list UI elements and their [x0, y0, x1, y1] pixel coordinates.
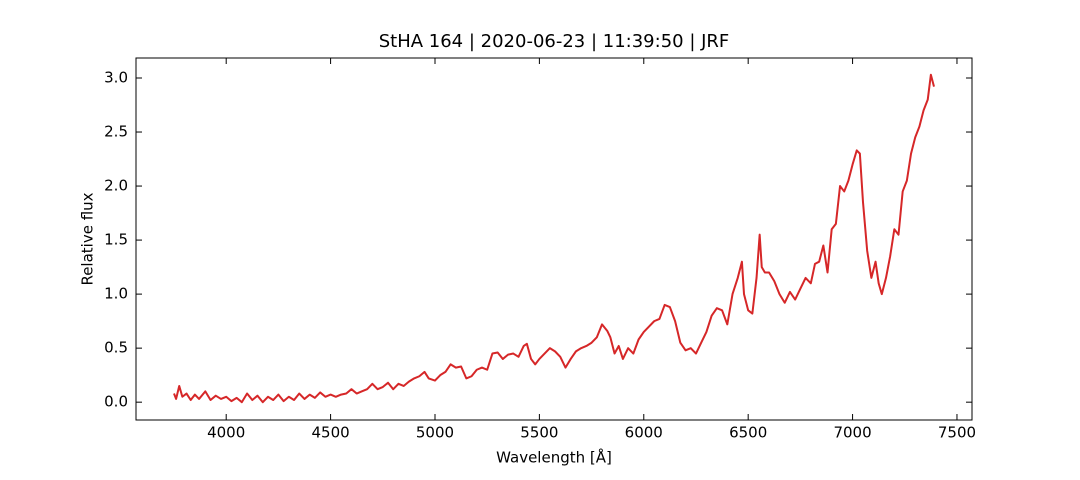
y-tick-label: 0.5	[104, 339, 128, 357]
y-tick-label: 2.0	[104, 177, 128, 195]
x-tick-label: 7000	[833, 424, 871, 442]
chart-title: StHA 164 | 2020-06-23 | 11:39:50 | JRF	[379, 31, 730, 52]
y-axis-label: Relative flux	[79, 192, 97, 285]
x-tick-label: 4500	[311, 424, 349, 442]
spectrum-line	[173, 73, 935, 404]
y-tick-label: 1.5	[104, 231, 128, 249]
x-tick-label: 6000	[625, 424, 663, 442]
y-tick-label: 2.5	[104, 123, 128, 141]
x-tick-label: 4000	[207, 424, 245, 442]
x-tick-label: 5500	[520, 424, 558, 442]
x-tick-label: 7500	[938, 424, 976, 442]
plot-frame	[135, 57, 973, 421]
y-tick-label: 3.0	[104, 68, 128, 86]
x-tick-label: 6500	[729, 424, 767, 442]
y-tick-label: 0.0	[104, 393, 128, 411]
x-axis-label: Wavelength [Å]	[496, 448, 612, 467]
y-tick-label: 1.0	[104, 285, 128, 303]
x-tick-label: 5000	[416, 424, 454, 442]
